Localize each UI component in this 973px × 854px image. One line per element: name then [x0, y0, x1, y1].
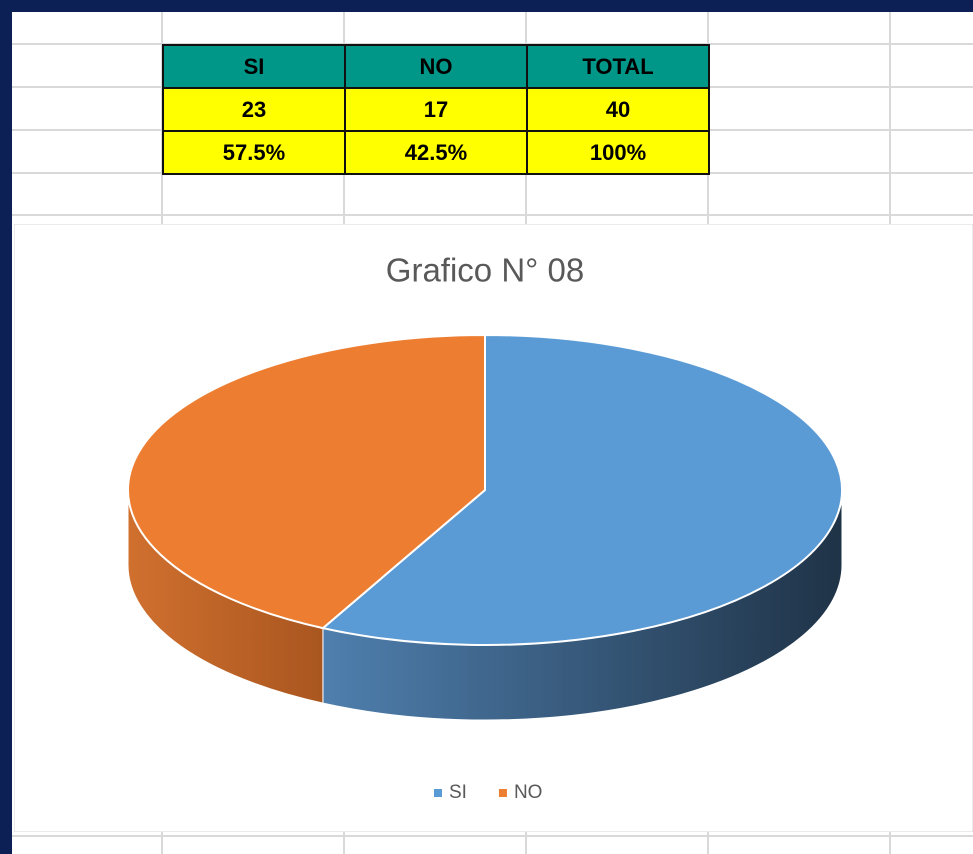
header-cell: TOTAL	[526, 44, 710, 89]
cell: 23	[162, 87, 346, 132]
header-cell: NO	[344, 44, 528, 89]
cell: 100%	[526, 130, 710, 175]
legend-label: NO	[514, 782, 543, 803]
pie-slice	[320, 333, 843, 646]
cell: 42.5%	[344, 130, 528, 175]
pie-slice	[127, 333, 486, 630]
cell: 57.5%	[162, 130, 346, 175]
cell: 40	[526, 87, 710, 132]
chart-title: Grafico N° 08	[386, 252, 584, 289]
legend-swatch	[498, 789, 507, 797]
chart: Grafico N° 08 SI NO	[14, 224, 973, 832]
legend-label: SI	[449, 782, 467, 803]
cell: 17	[344, 87, 528, 132]
legend-swatch	[434, 789, 442, 797]
header-cell: SI	[162, 44, 346, 89]
summary-table: SI NO TOTAL 23 17 40 57.5% 42.5% 100%	[162, 44, 710, 175]
